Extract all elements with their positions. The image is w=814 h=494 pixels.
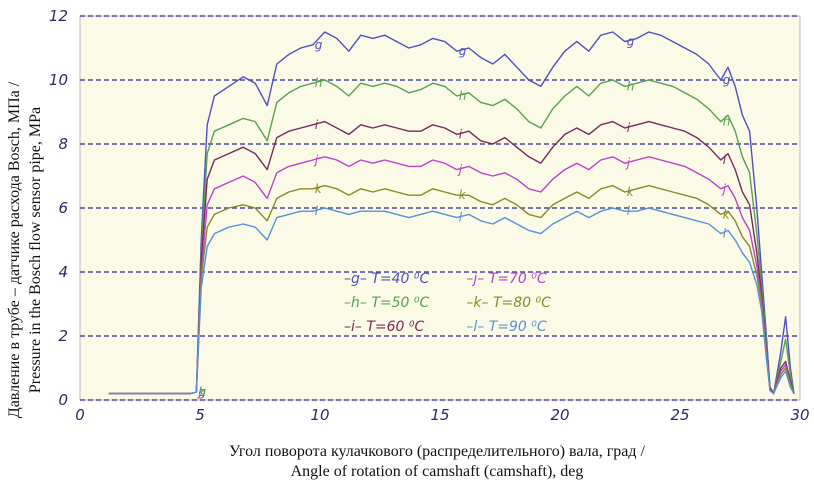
x-tick-label: 20 <box>550 406 569 424</box>
series-line-l <box>108 207 795 395</box>
series-marker-i: i <box>627 121 631 135</box>
y-axis-label-1: Давление в трубе – датчике расхода Bosch… <box>6 81 23 418</box>
series-line-j <box>108 156 795 395</box>
legend-entry-l: –l– T=90 ⁰С <box>466 319 546 335</box>
legend-entry-i: –i– T=60 ⁰С <box>344 319 424 335</box>
x-tick-label: 25 <box>670 406 689 424</box>
series-marker-j: j <box>625 156 631 170</box>
series-marker-g: g <box>723 73 731 87</box>
series-marker-g: g <box>198 385 206 399</box>
series-line-g <box>108 31 795 395</box>
y-tick-label: 8 <box>58 135 68 153</box>
y-tick-label: 6 <box>58 199 68 217</box>
y-tick-label: 12 <box>49 7 68 25</box>
series-marker-g: g <box>627 35 635 49</box>
series-marker-l: l <box>198 385 202 399</box>
series-marker-i: i <box>459 127 463 141</box>
x-tick-label: 30 <box>790 406 809 424</box>
series-marker-j: j <box>313 153 319 167</box>
series-marker-l: l <box>723 227 727 241</box>
series-marker-l: l <box>627 204 631 218</box>
series-marker-g: g <box>459 44 467 58</box>
x-axis-label-1: Угол поворота кулачкового (распределител… <box>229 443 646 460</box>
x-tick-label: 15 <box>430 406 449 424</box>
grid-lines <box>80 15 800 401</box>
legend-entry-g: –g– T=40 ⁰С <box>344 271 429 287</box>
series-line-k <box>108 184 795 395</box>
series-marker-h: h <box>723 115 731 129</box>
x-tick-label: 10 <box>310 406 329 424</box>
series-marker-h: h <box>459 89 467 103</box>
series-marker-i: i <box>198 385 202 399</box>
series-marker-h: h <box>198 385 206 399</box>
series-marker-j: j <box>721 182 727 196</box>
x-axis-label-2: Angle of rotation of camshaft (camshaft)… <box>291 463 584 480</box>
series-marker-k: k <box>459 188 467 202</box>
series-marker-i: i <box>723 153 727 167</box>
y-tick-label: 2 <box>58 327 68 345</box>
series-marker-k: k <box>723 207 731 221</box>
series-marker-h: h <box>315 76 323 90</box>
series-marker-j: j <box>457 163 463 177</box>
series-line-i <box>108 120 795 395</box>
y-axis-label-2: Pressure in the Bosch flow sensor pipe, … <box>27 107 44 393</box>
legend-entry-k: –k– T=80 ⁰С <box>466 295 551 311</box>
tick-labels: 0 2 4 6 8 10 12 0 5 10 15 20 25 30 <box>49 7 810 424</box>
series-marker-i: i <box>315 118 319 132</box>
series-marker-h: h <box>627 79 635 93</box>
series-marker-j: j <box>196 385 202 399</box>
series-marker-k: k <box>198 385 206 399</box>
legend-entry-h: –h– T=50 ⁰С <box>344 295 429 311</box>
y-tick-label: 0 <box>58 391 68 409</box>
series-marker-l: l <box>459 211 463 225</box>
series-line-h <box>108 79 795 395</box>
y-tick-label: 10 <box>49 71 68 89</box>
series-marker-k: k <box>315 182 323 196</box>
x-tick-label: 5 <box>195 406 205 424</box>
series-marker-g: g <box>315 38 323 52</box>
series-marker-l: l <box>315 204 319 218</box>
legend: –g– T=40 ⁰С –h– T=50 ⁰С –i– T=60 ⁰С –j– T=7… <box>344 271 551 335</box>
x-tick-label: 0 <box>75 406 85 424</box>
y-tick-label: 4 <box>58 263 68 281</box>
series-marker-k: k <box>627 185 635 199</box>
legend-entry-j: –j– T=70 ⁰С <box>466 271 546 287</box>
